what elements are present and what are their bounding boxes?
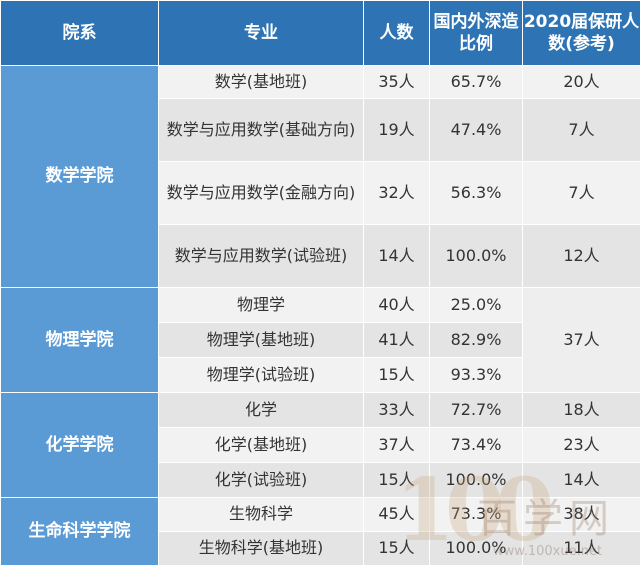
header-dept: 院系 [0,0,159,66]
ratio-cell: 100.0% [429,531,523,566]
recommend-cell: 14人 [522,462,640,498]
major-cell: 数学与应用数学(试验班) [158,224,364,288]
major-cell: 数学(基地班) [158,65,364,99]
header-recommend: 2020届保研人数(参考) [522,0,640,66]
count-cell: 45人 [363,497,430,532]
recommend-cell: 7人 [522,161,640,225]
recommend-cell: 23人 [522,427,640,463]
table-row: 化学(基地班) 37人 73.4% 23人 [1,427,640,463]
major-cell: 生物科学 [158,497,364,532]
header-count: 人数 [363,0,430,66]
table-row: 物理学(试验班) 15人 93.3% [1,357,640,393]
ratio-cell: 82.9% [429,322,523,358]
ratio-cell: 65.7% [429,65,523,99]
major-cell: 物理学(基地班) [158,322,364,358]
major-cell: 化学 [158,392,364,428]
recommend-cell: 38人 [522,497,640,532]
table-row: 化学学院 化学 33人 72.7% 18人 [0,392,640,498]
count-cell: 14人 [363,224,430,288]
count-cell: 41人 [363,322,430,358]
major-cell: 物理学 [158,287,364,323]
ratio-cell: 56.3% [429,161,523,225]
ratio-cell: 73.3% [429,497,523,532]
count-cell: 15人 [363,531,430,566]
ratio-cell: 47.4% [429,98,523,162]
major-cell: 化学(基地班) [158,427,364,463]
header-ratio: 国内外深造比例 [429,0,523,66]
recommend-cell: 7人 [522,98,640,162]
ratio-cell: 73.4% [429,427,523,463]
major-cell: 数学与应用数学(金融方向) [158,161,364,225]
count-cell: 19人 [363,98,430,162]
recommend-cell: 18人 [522,392,640,428]
ratio-cell: 25.0% [429,287,523,323]
ratio-cell: 72.7% [429,392,523,428]
header-row: 院系 专业 人数 国内外深造比例 2020届保研人数(参考) [0,0,640,66]
count-cell: 40人 [363,287,430,323]
major-cell: 生物科学(基地班) [158,531,364,566]
major-cell: 化学(试验班) [158,462,364,498]
ratio-cell: 93.3% [429,357,523,393]
ratio-cell: 100.0% [429,224,523,288]
count-cell: 33人 [363,392,430,428]
table-row: 物理学(基地班) 41人 82.9% [1,322,640,358]
table-row: 生命科学学院 生物科学 45人 73.3% 38人 [0,497,640,566]
recommend-cell: 37人 [522,287,640,393]
major-cell: 物理学(试验班) [158,357,364,393]
count-cell: 37人 [363,427,430,463]
table-row: 化学(试验班) 15人 100.0% 14人 [1,462,640,498]
table-row: 数学与应用数学(金融方向) 32人 56.3% 7人 [1,161,640,225]
table-row: 物理学院 物理学 40人 25.0% 37人 [0,287,640,393]
ratio-cell: 100.0% [429,462,523,498]
dept-cell: 数学学院 [0,65,159,288]
header-major: 专业 [158,0,364,66]
table-row: 数学与应用数学(试验班) 14人 100.0% 12人 [1,224,640,288]
recommend-cell: 20人 [522,65,640,99]
dept-cell: 化学学院 [0,392,159,498]
count-cell: 15人 [363,357,430,393]
recommend-cell: 11人 [522,531,640,566]
count-cell: 15人 [363,462,430,498]
table-row: 生物科学(基地班) 15人 100.0% 11人 [1,531,640,566]
dept-cell: 物理学院 [0,287,159,393]
table-row: 数学学院 数学(基地班) 35人 65.7% 20人 [0,65,640,288]
recommend-cell: 12人 [522,224,640,288]
dept-cell: 生命科学学院 [0,497,159,566]
count-cell: 35人 [363,65,430,99]
table-row: 数学与应用数学(基础方向) 19人 47.4% 7人 [1,98,640,162]
count-cell: 32人 [363,161,430,225]
major-cell: 数学与应用数学(基础方向) [158,98,364,162]
